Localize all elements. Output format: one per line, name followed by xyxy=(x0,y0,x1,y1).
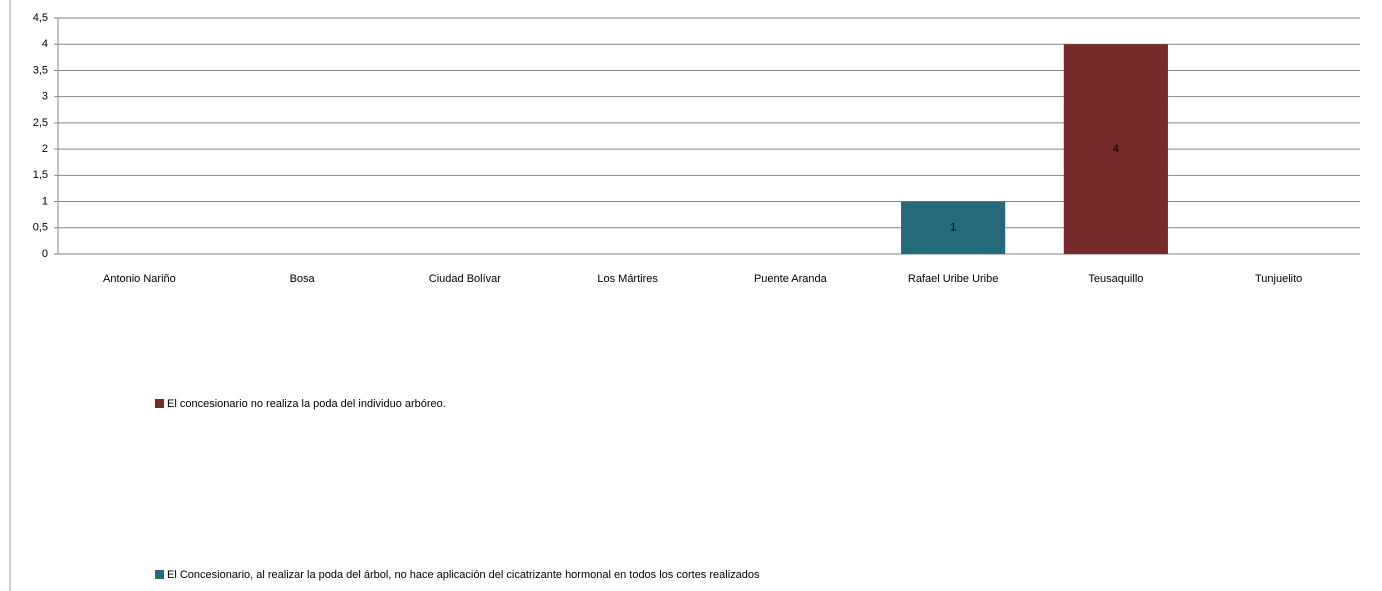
y-tick-label: 2,5 xyxy=(33,117,48,129)
bar xyxy=(901,201,1006,254)
bar xyxy=(1063,44,1168,254)
x-tick-label: Puente Aranda xyxy=(754,273,828,285)
legend-label: El concesionario no realiza la poda del … xyxy=(167,398,446,410)
y-tick-label: 4,5 xyxy=(33,12,48,24)
x-tick-label: Bosa xyxy=(290,273,316,285)
legend-swatch xyxy=(155,399,164,408)
data-label: 4 xyxy=(1113,143,1119,155)
legend-swatch xyxy=(155,570,164,579)
y-tick-label: 4 xyxy=(42,38,48,50)
x-tick-label: Ciudad Bolívar xyxy=(429,273,501,285)
x-tick-label: Tunjuelito xyxy=(1255,273,1302,285)
x-tick-label: Teusaquillo xyxy=(1088,273,1143,285)
data-label: 1 xyxy=(950,222,956,234)
y-tick-label: 3,5 xyxy=(33,64,48,76)
y-tick-label: 1 xyxy=(42,195,48,207)
y-tick-label: 1,5 xyxy=(33,169,48,181)
y-tick-label: 2 xyxy=(42,143,48,155)
y-tick-label: 0 xyxy=(42,248,48,260)
y-tick-label: 3 xyxy=(42,91,48,103)
y-tick-label: 0,5 xyxy=(33,222,48,234)
x-tick-label: Rafael Uribe Uribe xyxy=(908,273,998,285)
x-tick-label: Los Mártires xyxy=(597,273,658,285)
legend-label: El Concesionario, al realizar la poda de… xyxy=(167,569,760,581)
x-tick-label: Antonio Nariño xyxy=(103,273,176,285)
